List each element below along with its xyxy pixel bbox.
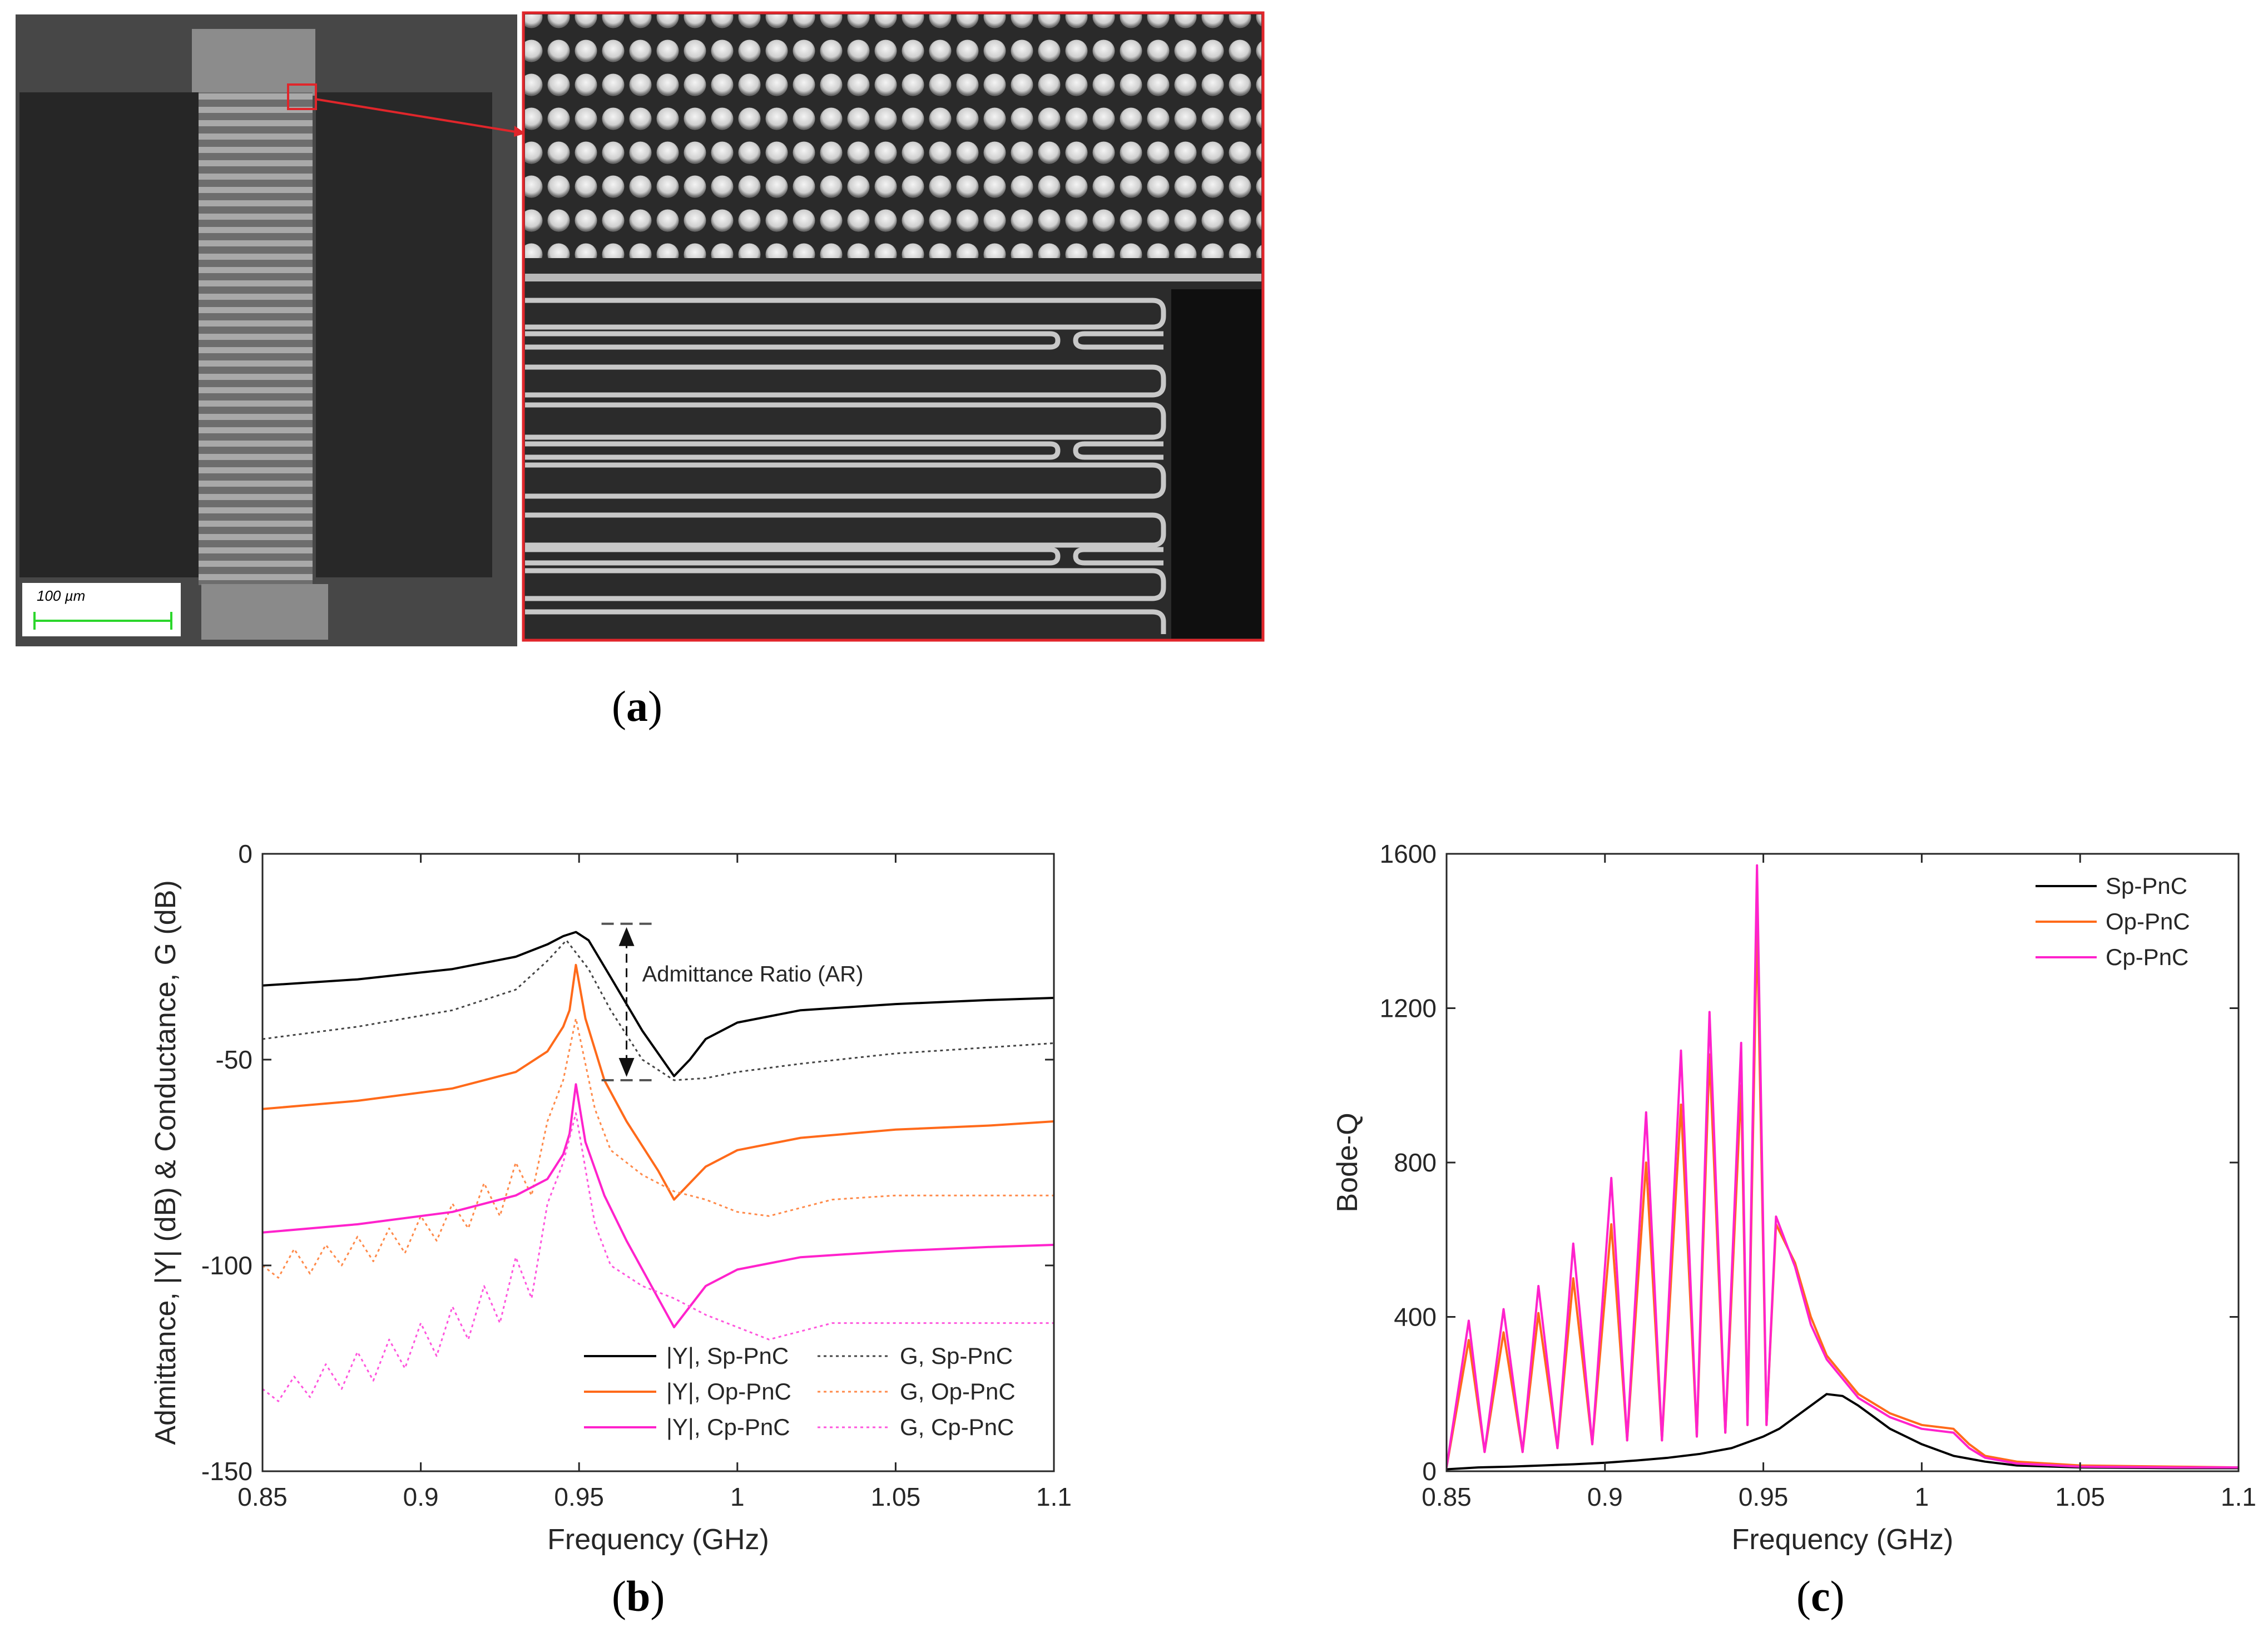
x-tick-label: 0.95: [554, 1482, 604, 1511]
y-tick-label: -50: [216, 1045, 252, 1074]
y-tick-label: 1600: [1380, 839, 1437, 868]
y-tick-label: 800: [1394, 1148, 1437, 1177]
y-tick-label: 0: [1422, 1457, 1437, 1486]
panel-label-b: (b): [612, 1572, 665, 1620]
legend-label: Sp-PnC: [2106, 873, 2187, 899]
sem-micrographs: 100 µm: [16, 11, 1265, 646]
chart-c: 0.85 0.9 0.95 1 1.05 1.1 0 400 800 1200 1600 Freque…: [1331, 839, 2256, 1556]
series-line-op-pnc: [1447, 922, 2239, 1469]
scale-bar-label: 100 µm: [37, 587, 85, 604]
series-line-g-op-pnc: [263, 1017, 1054, 1279]
scale-bar: 100 µm: [22, 583, 181, 636]
y-tick-label: -150: [201, 1457, 252, 1486]
y-tick-label: 400: [1394, 1303, 1437, 1332]
legend-label: G, Op-PnC: [900, 1378, 1016, 1404]
sem-overview-image: 100 µm: [16, 14, 526, 646]
plot-frame: [261, 853, 1055, 1472]
series-line-y-sp-pnc: [263, 931, 1054, 1077]
series-line-y-cp-pnc: [263, 1083, 1054, 1328]
x-tick-label: 1.1: [1036, 1482, 1072, 1511]
x-tick-label: 0.85: [1422, 1482, 1472, 1511]
panel-label-a: (a): [612, 682, 662, 730]
y-axis-label: Bode-Q: [1331, 1112, 1364, 1212]
x-axis-label: Frequency (GHz): [547, 1524, 769, 1556]
x-tick-label: 1.1: [2221, 1482, 2256, 1511]
admittance-ratio-annotation: Admittance Ratio (AR): [642, 962, 864, 986]
legend-label: Op-PnC: [2106, 908, 2190, 934]
legend-label: |Y|, Op-PnC: [666, 1378, 791, 1404]
y-axis-label: Admittance, |Y| (dB) & Conductance, G (d…: [150, 880, 182, 1445]
ar-arrow-head-up: [618, 927, 635, 946]
legend-label: Cp-PnC: [2106, 944, 2188, 970]
x-tick-label: 1.05: [2055, 1482, 2105, 1511]
series-line-y-op-pnc: [263, 963, 1054, 1201]
panel-label-c: (c): [1796, 1572, 1845, 1620]
x-tick-label: 1: [730, 1482, 745, 1511]
series-line-sp-pnc: [1447, 1393, 2239, 1471]
series-line-g-cp-pnc: [263, 1112, 1054, 1402]
x-tick-label: 0.95: [1739, 1482, 1789, 1511]
ar-arrow-head-down: [618, 1058, 635, 1077]
legend-label: |Y|, Cp-PnC: [666, 1414, 790, 1440]
sem-zoom-image: [522, 11, 1265, 642]
x-axis-label: Frequency (GHz): [1732, 1524, 1954, 1556]
x-tick-label: 1.05: [871, 1482, 921, 1511]
legend-label: G, Cp-PnC: [900, 1414, 1014, 1440]
x-tick-label: 0.85: [237, 1482, 288, 1511]
x-tick-label: 0.9: [1587, 1482, 1623, 1511]
y-tick-label: 1200: [1380, 994, 1437, 1023]
series-line-g-sp-pnc: [263, 939, 1054, 1081]
chart-b: 0.85 0.9 0.95 1 1.05 1.1 0 -50 -100 -150 Frequency…: [150, 839, 1072, 1556]
x-tick-label: 1: [1915, 1482, 1929, 1511]
legend-label: |Y|, Sp-PnC: [666, 1343, 789, 1369]
y-tick-label: -100: [201, 1251, 252, 1280]
legend-label: G, Sp-PnC: [900, 1343, 1013, 1369]
y-tick-label: 0: [238, 839, 252, 868]
series-line-cp-pnc: [1447, 864, 2239, 1469]
x-tick-label: 0.9: [403, 1482, 439, 1511]
